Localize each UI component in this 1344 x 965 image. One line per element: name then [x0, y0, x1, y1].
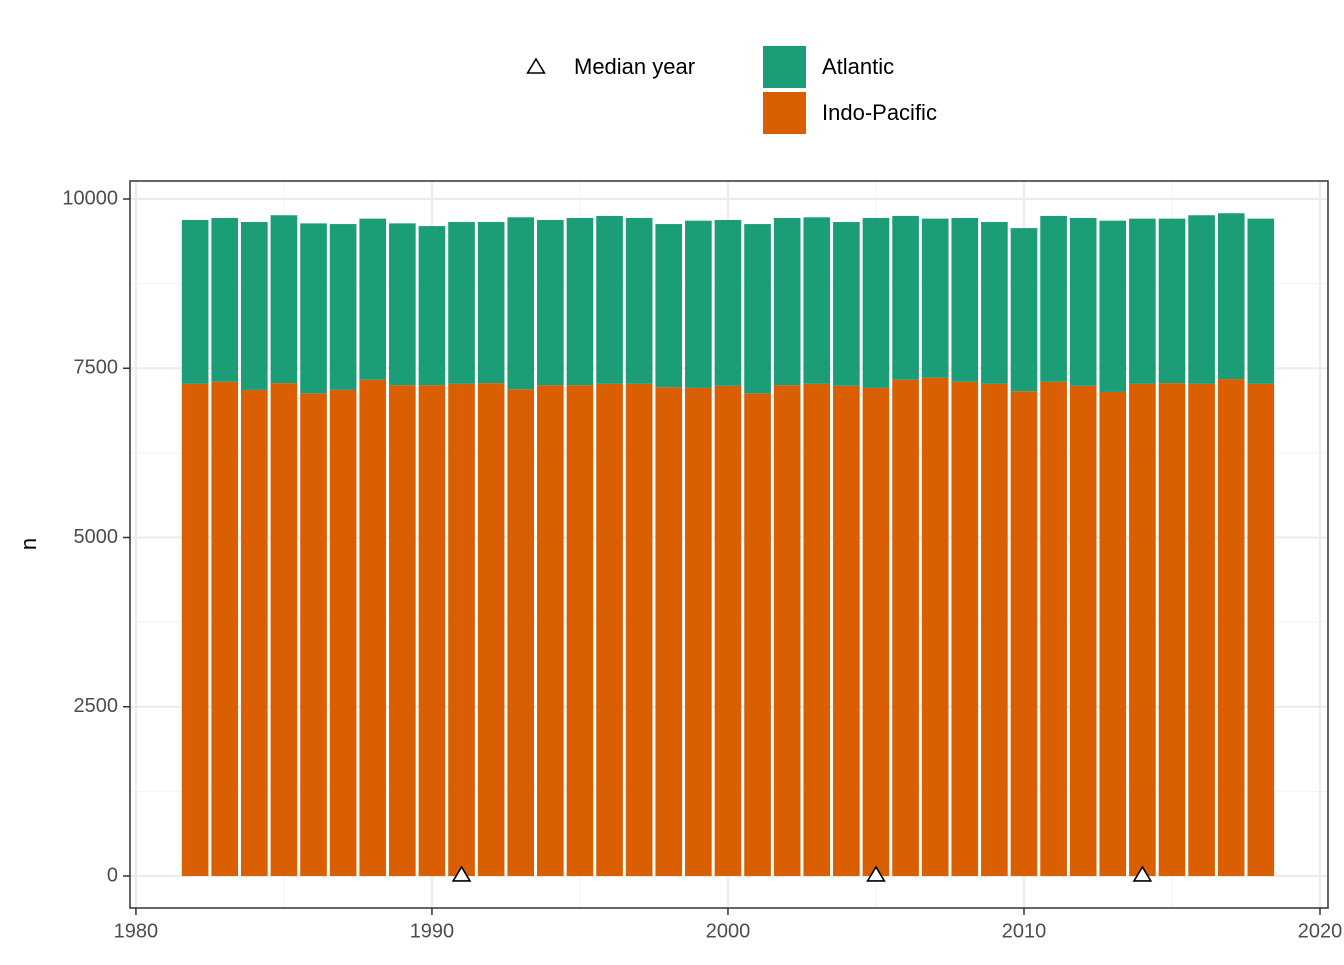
bar	[300, 393, 327, 876]
bar	[1188, 383, 1215, 876]
bar	[1010, 391, 1038, 876]
bar	[1217, 379, 1245, 876]
bar	[833, 385, 860, 876]
bar	[685, 220, 712, 388]
bar	[596, 215, 623, 384]
y-tick-label: 10000	[62, 187, 118, 209]
legend-marker	[526, 57, 546, 74]
bar	[1010, 228, 1038, 392]
y-tick-label: 7500	[74, 357, 119, 379]
bar	[477, 222, 505, 384]
bar	[1247, 218, 1275, 384]
bar	[1129, 383, 1156, 876]
bar	[241, 389, 268, 876]
legend-key	[763, 46, 806, 88]
y-tick-label: 2500	[74, 695, 119, 717]
bar	[211, 217, 239, 382]
bar	[921, 218, 949, 378]
bar	[744, 393, 771, 876]
bar	[1040, 215, 1067, 382]
x-tick-label: 2020	[1298, 920, 1343, 942]
bar	[1188, 215, 1215, 384]
legend-label: Atlantic	[822, 54, 894, 79]
y-tick-label: 0	[107, 864, 118, 886]
bar	[270, 383, 298, 876]
bar	[714, 219, 742, 386]
bar	[329, 224, 357, 390]
bar	[625, 217, 653, 384]
bar	[862, 217, 890, 388]
bar	[714, 385, 742, 876]
bar	[566, 217, 594, 386]
bar	[566, 385, 594, 876]
x-tick-label: 1980	[114, 920, 159, 942]
bar	[1099, 391, 1127, 876]
bar	[981, 383, 1008, 876]
bar	[892, 215, 919, 380]
x-tick-label: 2010	[1002, 920, 1047, 942]
y-axis-label: n	[16, 538, 41, 550]
bar	[655, 387, 683, 876]
bar	[537, 385, 564, 876]
bar	[1069, 385, 1097, 876]
bar	[862, 387, 890, 876]
bar	[892, 379, 919, 876]
bar	[625, 383, 653, 876]
bar	[596, 383, 623, 876]
bar	[803, 217, 831, 384]
bar	[448, 383, 475, 876]
bar	[951, 381, 979, 876]
panel-border	[129, 180, 1329, 909]
median-marker	[866, 865, 886, 882]
bar	[773, 217, 801, 386]
bar	[359, 218, 387, 380]
bar	[1129, 218, 1156, 384]
bar	[448, 222, 475, 384]
bar	[921, 377, 949, 876]
bar	[655, 224, 683, 388]
bar	[803, 383, 831, 876]
median-marker	[451, 865, 472, 882]
bar	[418, 226, 446, 386]
bar	[300, 223, 327, 394]
legend-label: Median year	[574, 54, 695, 79]
bar	[181, 219, 209, 384]
bar	[477, 383, 505, 876]
bar	[1217, 213, 1245, 380]
bar	[981, 222, 1008, 384]
bar	[537, 219, 564, 386]
x-tick-label: 1990	[410, 920, 455, 942]
legend-label: Indo-Pacific	[822, 100, 937, 125]
bar	[270, 215, 298, 384]
median-marker	[1132, 865, 1153, 882]
bar	[507, 217, 535, 390]
bar	[1069, 217, 1097, 386]
bar	[1247, 383, 1275, 876]
bar	[833, 222, 860, 386]
bar	[1158, 218, 1186, 384]
legend-key	[763, 92, 806, 134]
bar	[241, 222, 268, 390]
bar	[211, 381, 239, 876]
y-tick-label: 5000	[74, 526, 119, 548]
bar	[329, 389, 357, 876]
bar	[389, 385, 416, 876]
bar	[1099, 220, 1127, 392]
bar	[1040, 381, 1067, 876]
bar	[507, 389, 535, 876]
bar	[181, 383, 209, 876]
bar	[744, 224, 771, 394]
x-tick-label: 2000	[706, 920, 751, 942]
bar	[389, 223, 416, 386]
bar	[685, 387, 712, 876]
bar	[951, 217, 979, 382]
bar	[773, 385, 801, 876]
bar	[359, 379, 387, 876]
bar	[1158, 383, 1186, 876]
bar	[418, 385, 446, 876]
